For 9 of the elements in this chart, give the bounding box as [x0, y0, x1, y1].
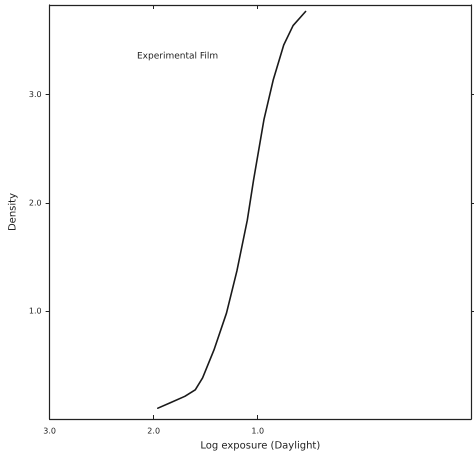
annotation: Experimental Film [137, 52, 218, 62]
y-tick-label: 3.0 [28, 90, 42, 100]
x-tick-label: 1.0 [251, 426, 264, 436]
x-tick-label: 2.0 [147, 426, 160, 436]
x-axis-title: Log exposure (Daylight) [200, 440, 320, 452]
y-axis-title: Density [8, 192, 18, 232]
x-tick-label: 3.0 [43, 426, 56, 436]
y-tick-label: 2.0 [28, 198, 42, 208]
y-tick-label: 1.0 [28, 306, 42, 316]
